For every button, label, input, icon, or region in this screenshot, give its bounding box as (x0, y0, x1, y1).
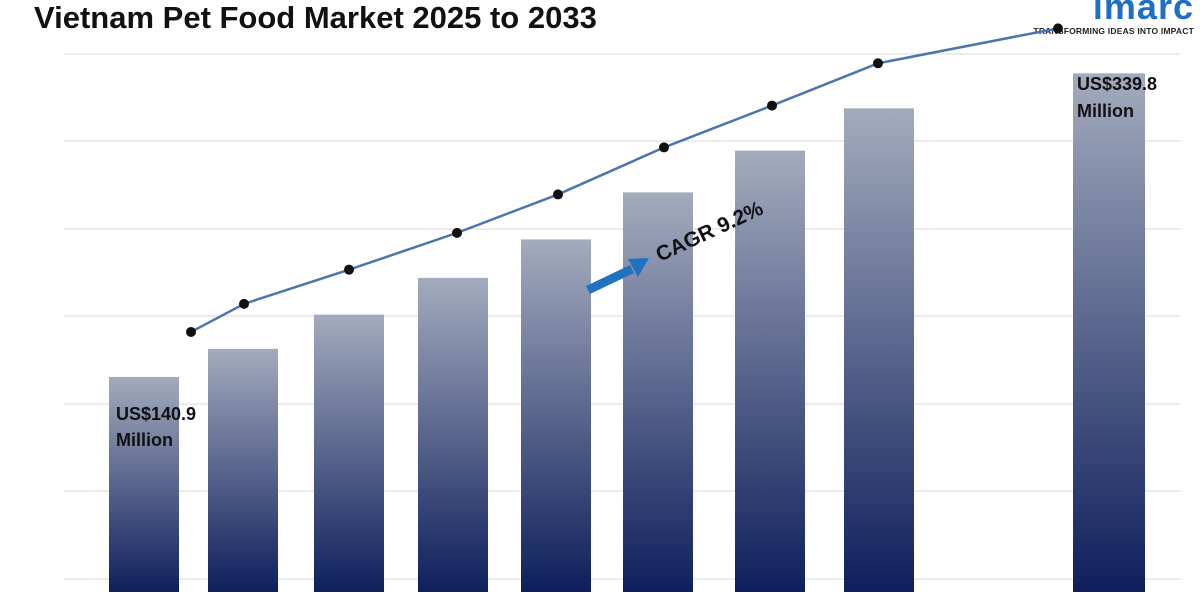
imarc-logo: imarc TRANSFORMING IDEAS INTO IMPACT (1030, 0, 1200, 40)
trend-point-2025 (186, 326, 196, 337)
bar-2032 (844, 108, 914, 593)
bar-2033 (1073, 73, 1145, 592)
trend-line (186, 23, 1063, 337)
start-unit-label: Million (116, 430, 173, 450)
trend-point-2027 (344, 264, 354, 275)
start-value-label: US$140.9 (116, 404, 196, 424)
bar-2029 (521, 239, 591, 592)
cagr-arrow-icon (628, 258, 649, 277)
trend-point-2029 (553, 189, 563, 200)
bar-2028 (418, 277, 488, 592)
trend-point-2026 (239, 298, 249, 309)
bar-2026 (208, 348, 278, 592)
trend-point-2033 (1053, 23, 1063, 34)
logo-wordmark: imarc (1092, 0, 1194, 27)
trend-point-2032 (873, 58, 883, 69)
trend-point-2030 (659, 142, 669, 153)
value-labels: US$140.9 Million US$339.8 Million (116, 74, 1157, 450)
trend-point-2028 (452, 227, 462, 238)
end-unit-label: Million (1077, 101, 1134, 121)
bar-2031 (735, 150, 805, 592)
cagr-arrow-shaft (586, 264, 634, 295)
page-title: Vietnam Pet Food Market 2025 to 2033 (34, 0, 597, 35)
bar-2025 (109, 376, 179, 592)
bars (109, 73, 1145, 593)
logo-tagline: TRANSFORMING IDEAS INTO IMPACT (1033, 26, 1194, 36)
bar-2027 (314, 314, 384, 592)
end-value-label: US$339.8 (1077, 74, 1157, 94)
trend-point-2031 (767, 100, 777, 111)
